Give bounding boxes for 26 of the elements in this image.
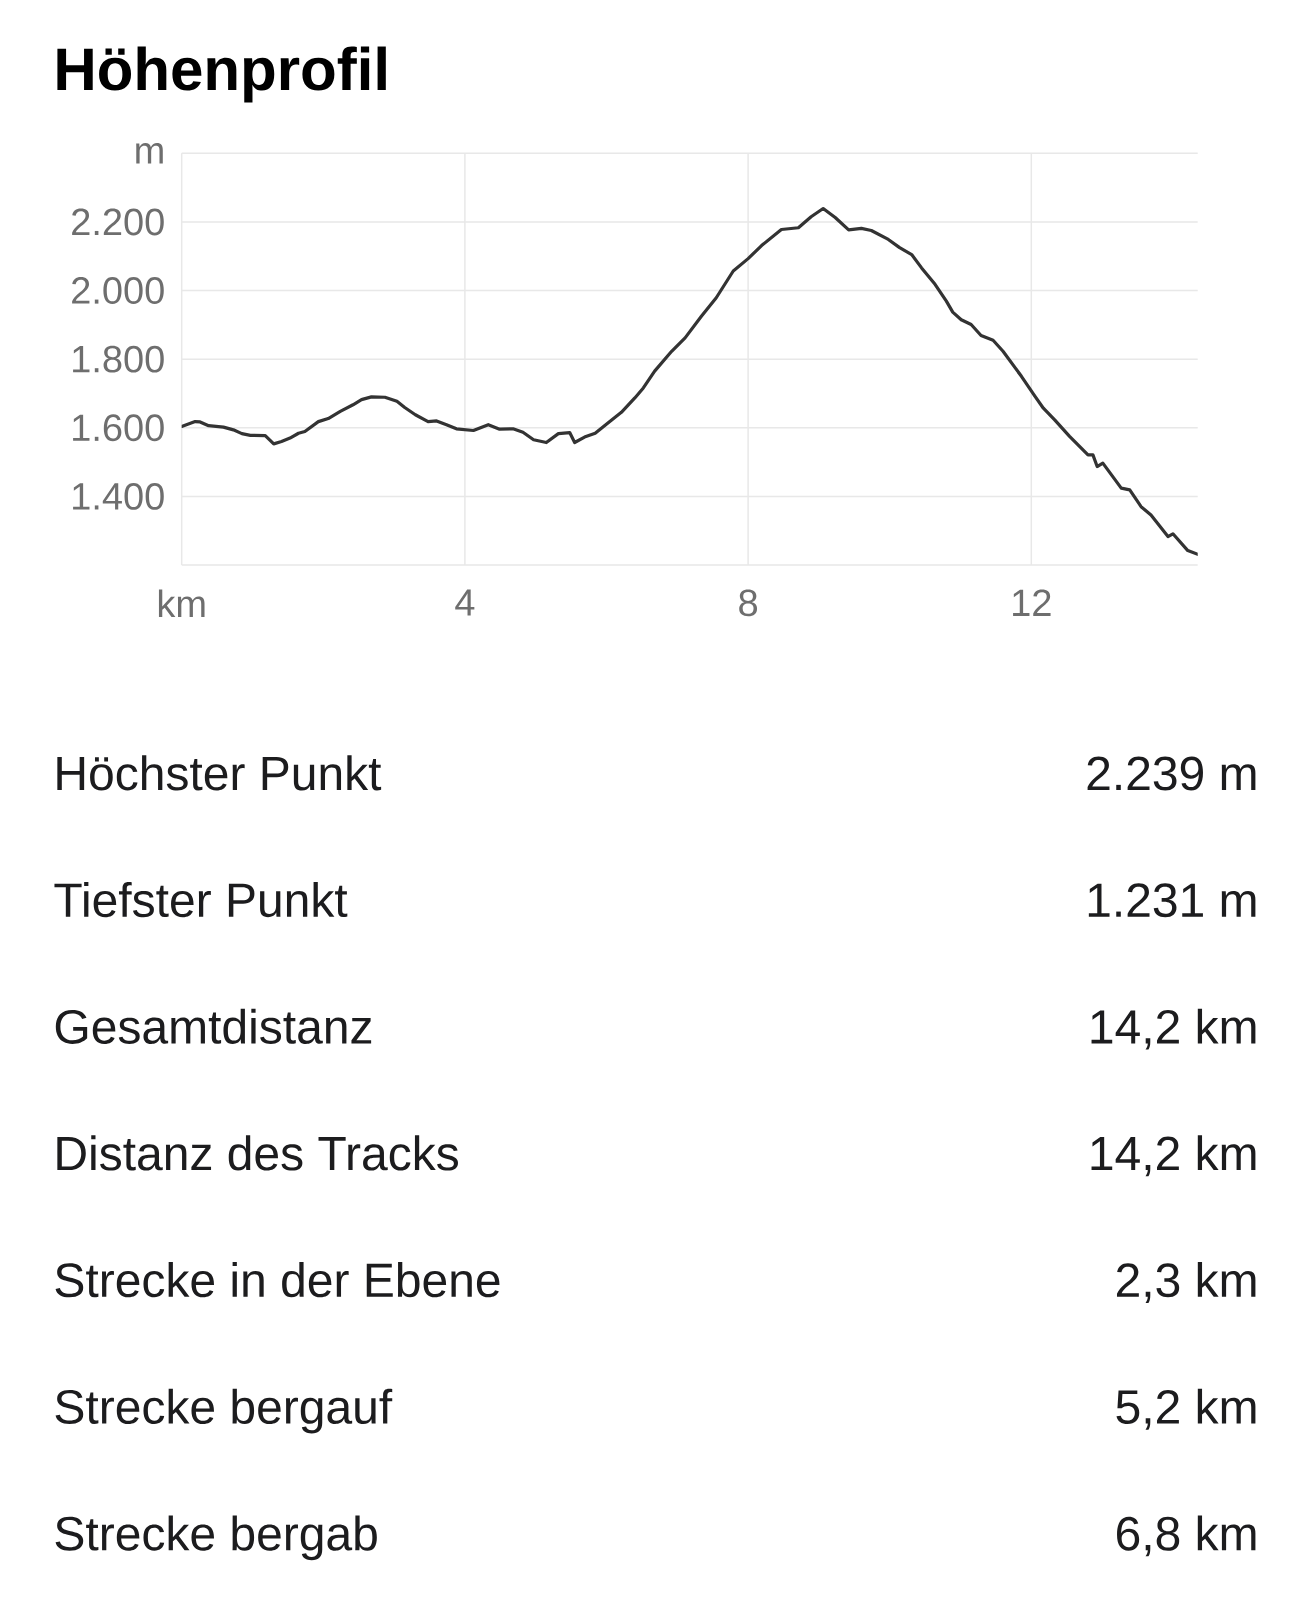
text: Distanz des Tracks [57, 1135, 458, 1171]
y-axis-title: m [136, 143, 163, 164]
y-tick-label: 1.600 [73, 414, 164, 442]
text: 6,8 km [1117, 1515, 1256, 1557]
x-axis-title: km [158, 589, 205, 617]
y-tick-label: 2.000 [72, 277, 164, 304]
text: Strecke in der Ebene [55, 1262, 500, 1298]
text: 2,3 km [1116, 1262, 1256, 1303]
line-series [181, 206, 1198, 556]
text: 5,2 km [1116, 1388, 1256, 1430]
y-tick-label: 1.800 [73, 345, 164, 373]
text: 2.239 m [1087, 756, 1256, 791]
text: 14,2 km [1091, 1008, 1256, 1050]
y-tick-label: 2.200 [72, 208, 164, 236]
y-tick-label: 1.400 [73, 482, 164, 510]
text: 14,2 km [1091, 1135, 1256, 1177]
x-tick-label: 8 [739, 589, 758, 617]
x-tick-label: 12 [1013, 589, 1051, 616]
chart-title: Höhenprofil [57, 46, 386, 103]
text: Strecke bergauf [55, 1388, 393, 1434]
text: Höchster Punkt [57, 755, 382, 791]
text: 1.231 m [1088, 883, 1256, 918]
text: Strecke bergab [55, 1515, 377, 1561]
text: Tiefster Punkt [54, 881, 348, 918]
text: Gesamtdistanz [55, 1008, 372, 1044]
x-tick-label: 4 [455, 589, 475, 616]
